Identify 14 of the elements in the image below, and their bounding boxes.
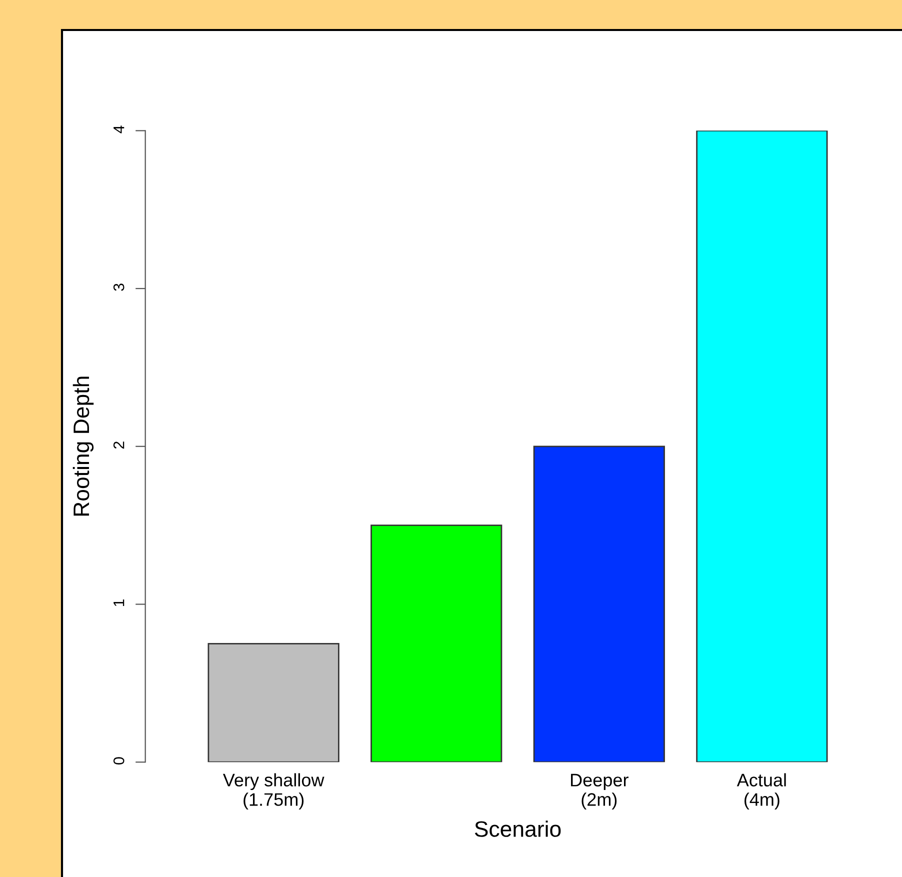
x-tick-label: Very shallow (1.75m) <box>222 773 324 810</box>
bar <box>208 643 340 762</box>
x-tick-label: Deeper (2m) <box>571 774 628 810</box>
x-tick-label: Actual (4m) <box>736 773 786 810</box>
bar <box>370 524 502 762</box>
y-tick-label: 4 <box>114 126 124 134</box>
y-axis-title: Rooting Depth <box>72 376 94 516</box>
y-tick-label: 2 <box>113 442 124 449</box>
bar <box>533 446 665 762</box>
y-tick-label: 0 <box>113 757 124 764</box>
y-tick-label: 1 <box>114 599 124 606</box>
bar <box>696 130 828 762</box>
x-axis-title: Scenario <box>474 820 561 837</box>
y-tick-label: 3 <box>113 284 124 291</box>
